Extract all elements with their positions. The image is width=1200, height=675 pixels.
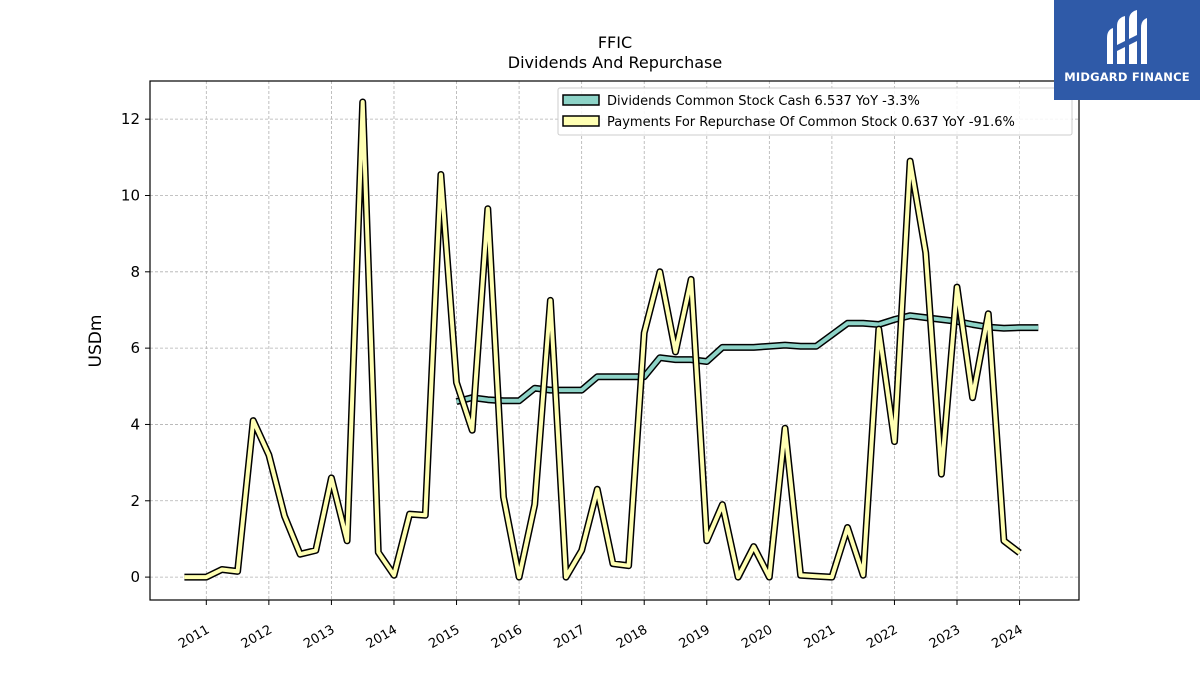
x-tick-label: 2017: [551, 622, 587, 652]
grid: [150, 81, 1079, 600]
x-tick-label: 2015: [426, 622, 462, 652]
x-tick-label: 2012: [239, 622, 275, 652]
y-tick-label: 6: [130, 339, 140, 357]
y-tick-label: 2: [130, 492, 140, 510]
y-axis-label: USDm: [86, 315, 106, 368]
y-tick-label: 8: [130, 263, 140, 281]
y-tick-label: 4: [130, 415, 140, 433]
x-tick-label: 2019: [677, 622, 713, 652]
legend-label-repurchase: Payments For Repurchase Of Common Stock …: [607, 115, 1015, 130]
series-line-repurchase: [184, 100, 1021, 580]
x-tick-label: 2013: [301, 622, 337, 652]
x-tick-label: 2014: [364, 622, 400, 652]
y-tick-label: 10: [121, 186, 140, 204]
legend-swatch-dividends: [562, 94, 600, 106]
x-tick-label: 2021: [802, 622, 838, 652]
logo-text: MIDGARD FINANCE: [1064, 70, 1190, 84]
x-tick-label: 2023: [927, 622, 963, 652]
y-tick-label: 0: [130, 568, 140, 586]
y-axis: 0 2 4 6 8 10 12: [121, 110, 150, 586]
plot-area: [149, 80, 1080, 601]
y-tick-label: 12: [121, 110, 140, 128]
legend-swatch-repurchase: [562, 115, 600, 127]
brand-logo: MIDGARD FINANCE: [1054, 0, 1200, 100]
x-tick-label: 2011: [176, 622, 212, 652]
legend-frame: [557, 87, 1073, 136]
x-tick-label: 2022: [864, 622, 900, 652]
x-tick-label: 2024: [989, 622, 1025, 652]
legend-label-dividends: Dividends Common Stock Cash 6.537 YoY -3…: [607, 94, 920, 109]
x-tick-label: 2020: [739, 622, 775, 652]
x-tick-label: 2016: [489, 622, 525, 652]
x-axis: 2011 2012 2013 2014 2015 2016 2017 2018 2019 2020…: [176, 600, 1026, 652]
midgard-logo-icon: [1107, 10, 1147, 64]
chart-title: FFIC: [598, 33, 632, 52]
series-layer: [184, 98, 1039, 581]
x-tick-label: 2018: [614, 622, 650, 652]
chart-subtitle: Dividends And Repurchase: [508, 53, 722, 72]
legend: Dividends Common Stock Cash 6.537 YoY -3…: [557, 87, 1073, 136]
